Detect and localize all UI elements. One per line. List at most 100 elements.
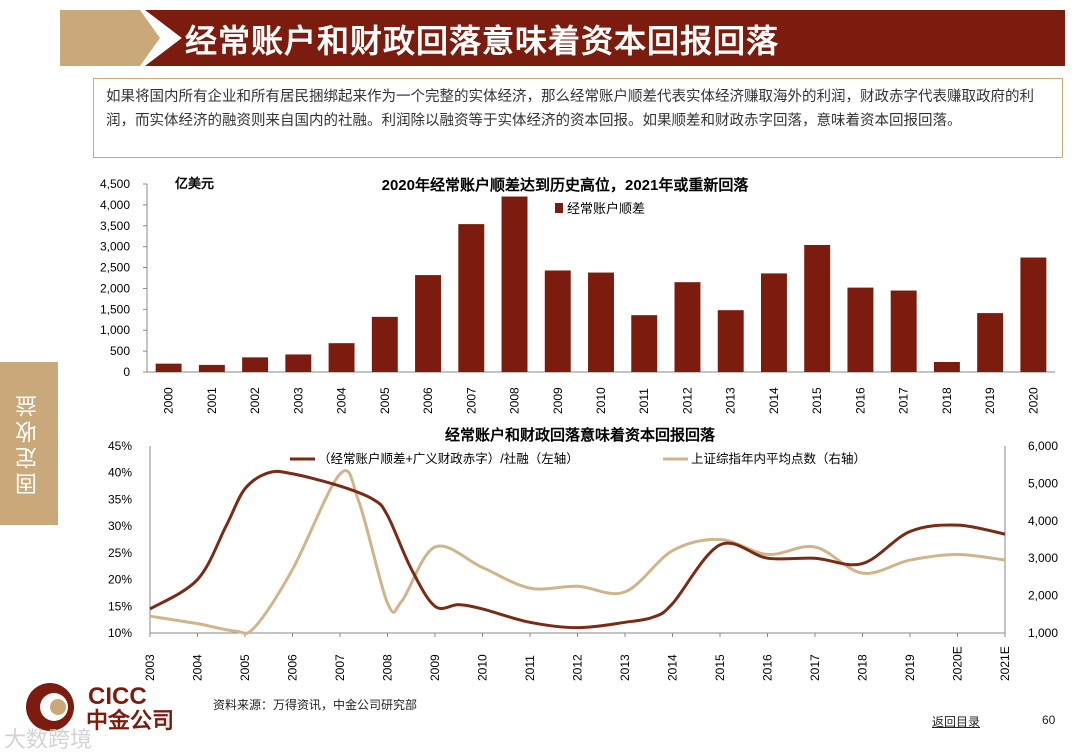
bar-2019	[977, 313, 1004, 372]
x-tick-label: 2011	[523, 655, 537, 681]
y-tick-label: 4,000	[100, 198, 130, 212]
bar-2017	[890, 290, 917, 372]
x-tick-label: 2002	[248, 387, 262, 414]
chart-title: 2020年经常账户顺差达到历史高位，2021年或重新回落	[382, 176, 750, 194]
right-tick-label: 1,000	[1028, 626, 1058, 640]
left-tick-label: 30%	[108, 519, 132, 533]
x-tick-label: 2004	[335, 387, 349, 414]
x-tick-label: 2007	[333, 654, 347, 681]
left-tick-label: 45%	[108, 439, 132, 453]
cicc-logo: CICC 中金公司	[20, 682, 200, 736]
chart-title-2: 经常账户和财政回落意味着资本回报回落	[445, 426, 716, 444]
x-tick-label: 2005	[378, 387, 392, 414]
left-tick-label: 20%	[108, 573, 132, 587]
bar-2015	[804, 244, 831, 372]
y-unit-label: 亿美元	[175, 176, 214, 191]
x-tick-label: 2008	[381, 654, 395, 681]
x-tick-label: 2014	[767, 387, 781, 414]
y-tick-label: 1,000	[100, 323, 130, 337]
bar-2014	[760, 273, 787, 372]
x-tick-label: 2010	[476, 654, 490, 681]
x-tick-label: 2020	[1026, 387, 1040, 414]
x-tick-label: 2009	[428, 654, 442, 681]
bar-2007	[458, 224, 485, 372]
left-tick-label: 15%	[108, 599, 132, 613]
x-tick-label: 2008	[508, 387, 522, 414]
bar-2003	[285, 354, 312, 372]
x-tick-label: 2007	[464, 387, 478, 414]
x-tick-label: 2009	[551, 387, 565, 414]
y-tick-label: 3,500	[100, 219, 130, 233]
page-title: 经常账户和财政回落意味着资本回报回落	[185, 22, 780, 60]
x-tick-label: 2016	[761, 654, 775, 681]
series-line-left	[149, 469, 1006, 630]
x-tick-label: 2020E	[951, 646, 965, 681]
y-tick-label: 500	[110, 344, 130, 358]
legend-label-left: （经常账户顺差+广义财政赤字）/社融（左轴）	[318, 451, 579, 466]
left-tick-label: 10%	[108, 626, 132, 640]
bar-2001	[198, 364, 225, 372]
svg-text:CICC: CICC	[88, 683, 147, 710]
x-tick-label: 2006	[286, 654, 300, 681]
watermark: 大数跨境	[4, 728, 93, 753]
bar-2016	[847, 287, 874, 372]
bar-2000	[155, 363, 182, 372]
svg-text:中金公司: 中金公司	[86, 708, 174, 732]
left-tick-label: 35%	[108, 492, 132, 506]
y-tick-label: 4,500	[100, 177, 130, 191]
x-tick-label: 2013	[618, 654, 632, 681]
legend-label: 经常账户顺差	[567, 201, 645, 216]
x-tick-label: 2000	[162, 387, 176, 414]
y-tick-label: 2,000	[100, 281, 130, 295]
x-tick-label: 2003	[291, 387, 305, 414]
x-tick-label: 2017	[897, 387, 911, 414]
x-tick-label: 2012	[680, 387, 694, 414]
intro-text: 如果将国内所有企业和所有居民捆绑起来作为一个完整的实体经济，那么经常账户顺差代表…	[93, 78, 1063, 158]
x-tick-label: 2019	[903, 654, 917, 681]
x-tick-label: 2017	[808, 654, 822, 681]
legend-swatch	[555, 203, 563, 213]
right-tick-label: 6,000	[1028, 439, 1058, 453]
right-tick-label: 2,000	[1028, 589, 1058, 603]
left-tick-label: 40%	[108, 466, 132, 480]
x-tick-label: 2013	[724, 387, 738, 414]
left-tick-label: 25%	[108, 546, 132, 560]
bar-2004	[328, 343, 355, 372]
bar-2009	[544, 270, 571, 372]
bar-2005	[371, 316, 398, 372]
y-tick-label: 3,000	[100, 240, 130, 254]
x-tick-label: 2015	[713, 654, 727, 681]
bar-2013	[717, 310, 744, 372]
y-tick-label: 0	[123, 365, 130, 379]
back-to-toc-link[interactable]: 返回目录	[932, 715, 981, 729]
x-tick-label: 2021E	[998, 646, 1012, 681]
bar-2012	[674, 282, 701, 372]
x-tick-label: 2006	[421, 387, 435, 414]
x-tick-label: 2001	[205, 387, 219, 414]
x-tick-label: 2015	[810, 387, 824, 414]
y-tick-label: 2,500	[100, 261, 130, 275]
right-tick-label: 3,000	[1028, 551, 1058, 565]
bar-2020	[1020, 257, 1047, 372]
x-tick-label: 2019	[983, 387, 997, 414]
x-tick-label: 2003	[143, 654, 157, 681]
bar-2008	[501, 196, 528, 372]
y-tick-label: 1,500	[100, 302, 130, 316]
x-tick-label: 2014	[666, 654, 680, 681]
x-tick-label: 2018	[940, 387, 954, 414]
header-accent	[60, 10, 160, 66]
legend-label-right: 上证综指年内平均点数（右轴）	[691, 451, 866, 466]
bar-2018	[933, 361, 960, 372]
x-tick-label: 2012	[571, 654, 585, 681]
x-tick-label: 2011	[637, 388, 651, 414]
x-tick-label: 2016	[853, 387, 867, 414]
right-tick-label: 4,000	[1028, 514, 1058, 528]
series-line-right	[149, 469, 1006, 635]
header-bar	[145, 10, 1065, 66]
bar-2011	[631, 315, 658, 372]
bar-2002	[242, 357, 269, 372]
x-tick-label: 2018	[856, 654, 870, 681]
right-tick-label: 5,000	[1028, 476, 1058, 490]
bar-2010	[588, 272, 614, 372]
x-tick-label: 2010	[594, 387, 608, 414]
